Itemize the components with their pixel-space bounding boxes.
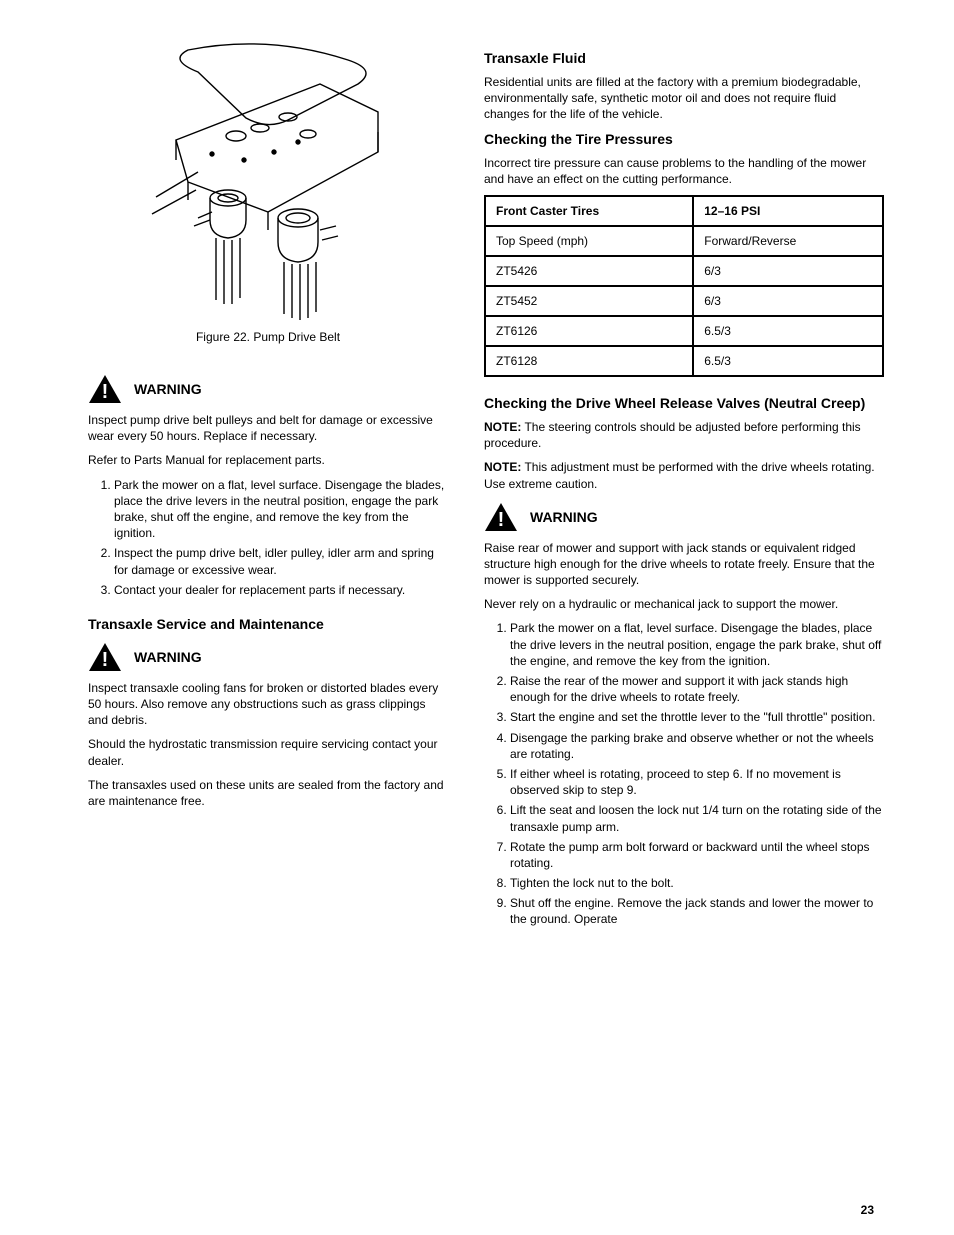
warning-1-sub: Refer to Parts Manual for replacement pa… (88, 452, 448, 468)
note-1: NOTE: The steering controls should be ad… (484, 419, 884, 451)
table-row: ZT6128 6.5/3 (485, 346, 883, 376)
table-cell: ZT5426 (485, 256, 693, 286)
list-item: Inspect the pump drive belt, idler pulle… (114, 545, 448, 577)
transaxle-p1: Should the hydrostatic transmission requ… (88, 736, 448, 768)
list-item: Contact your dealer for replacement part… (114, 582, 448, 598)
list-item: Start the engine and set the throttle le… (510, 709, 884, 725)
table-header: 12–16 PSI (693, 196, 883, 226)
left-column: Figure 22. Pump Drive Belt ! WARNING Ins… (88, 42, 448, 934)
tire-text: Incorrect tire pressure can cause proble… (484, 155, 884, 187)
inspect-steps-list: Park the mower on a flat, level surface.… (108, 477, 448, 598)
svg-text:!: ! (102, 649, 109, 671)
warning-3: ! WARNING (484, 502, 884, 532)
warning-3-label: WARNING (530, 509, 598, 525)
warning-1-label: WARNING (134, 381, 202, 397)
table-cell: 6/3 (693, 286, 883, 316)
list-item: Park the mower on a flat, level surface.… (114, 477, 448, 542)
note-2: NOTE: This adjustment must be performed … (484, 459, 884, 491)
note-text: This adjustment must be performed with t… (484, 460, 875, 490)
table-row: Front Caster Tires 12–16 PSI (485, 196, 883, 226)
warning-2-text: Inspect transaxle cooling fans for broke… (88, 680, 448, 729)
note-label: NOTE: (484, 460, 521, 474)
table-cell: ZT6128 (485, 346, 693, 376)
warning-triangle-icon: ! (484, 502, 518, 532)
two-column-layout: Figure 22. Pump Drive Belt ! WARNING Ins… (88, 42, 884, 934)
warning-1: ! WARNING (88, 374, 448, 404)
table-cell: 6.5/3 (693, 316, 883, 346)
creep-title: Checking the Drive Wheel Release Valves … (484, 395, 884, 411)
fluid-title: Transaxle Fluid (484, 50, 884, 66)
table-cell: Forward/Reverse (693, 226, 883, 256)
list-item: Park the mower on a flat, level surface.… (510, 620, 884, 669)
table-row: ZT5452 6/3 (485, 286, 883, 316)
pump-drive-belt-diagram (148, 42, 388, 322)
table-cell: ZT6126 (485, 316, 693, 346)
warning-triangle-icon: ! (88, 374, 122, 404)
creep-steps-list: Park the mower on a flat, level surface.… (504, 620, 884, 927)
list-item: Tighten the lock nut to the bolt. (510, 875, 884, 891)
warning-2-label: WARNING (134, 649, 202, 665)
fluid-text: Residential units are filled at the fact… (484, 74, 884, 123)
table-header: Front Caster Tires (485, 196, 693, 226)
transaxle-section-title: Transaxle Service and Maintenance (88, 616, 448, 632)
tire-speed-table: Front Caster Tires 12–16 PSI Top Speed (… (484, 195, 884, 377)
list-item: Disengage the parking brake and observe … (510, 730, 884, 762)
figure-caption: Figure 22. Pump Drive Belt (88, 330, 448, 344)
table-cell: ZT5452 (485, 286, 693, 316)
figure-22: Figure 22. Pump Drive Belt (88, 42, 448, 344)
page-number: 23 (861, 1203, 874, 1217)
table-cell: Top Speed (mph) (485, 226, 693, 256)
warning-3-p1: Raise rear of mower and support with jac… (484, 540, 884, 589)
table-row: ZT5426 6/3 (485, 256, 883, 286)
svg-text:!: ! (102, 381, 109, 403)
note-label: NOTE: (484, 420, 521, 434)
table-row: ZT6126 6.5/3 (485, 316, 883, 346)
table-row: Top Speed (mph) Forward/Reverse (485, 226, 883, 256)
table-cell: 6.5/3 (693, 346, 883, 376)
tire-title: Checking the Tire Pressures (484, 131, 884, 147)
list-item: Raise the rear of the mower and support … (510, 673, 884, 705)
warning-2: ! WARNING (88, 642, 448, 672)
warning-triangle-icon: ! (88, 642, 122, 672)
list-item: If either wheel is rotating, proceed to … (510, 766, 884, 798)
note-text: The steering controls should be adjusted… (484, 420, 861, 450)
table-cell: 6/3 (693, 256, 883, 286)
warning-1-text: Inspect pump drive belt pulleys and belt… (88, 412, 448, 444)
warning-3-p2: Never rely on a hydraulic or mechanical … (484, 596, 884, 612)
svg-text:!: ! (498, 509, 505, 531)
list-item: Lift the seat and loosen the lock nut 1/… (510, 802, 884, 834)
transaxle-p2: The transaxles used on these units are s… (88, 777, 448, 809)
list-item: Rotate the pump arm bolt forward or back… (510, 839, 884, 871)
list-item: Shut off the engine. Remove the jack sta… (510, 895, 884, 927)
right-column: Transaxle Fluid Residential units are fi… (484, 42, 884, 934)
